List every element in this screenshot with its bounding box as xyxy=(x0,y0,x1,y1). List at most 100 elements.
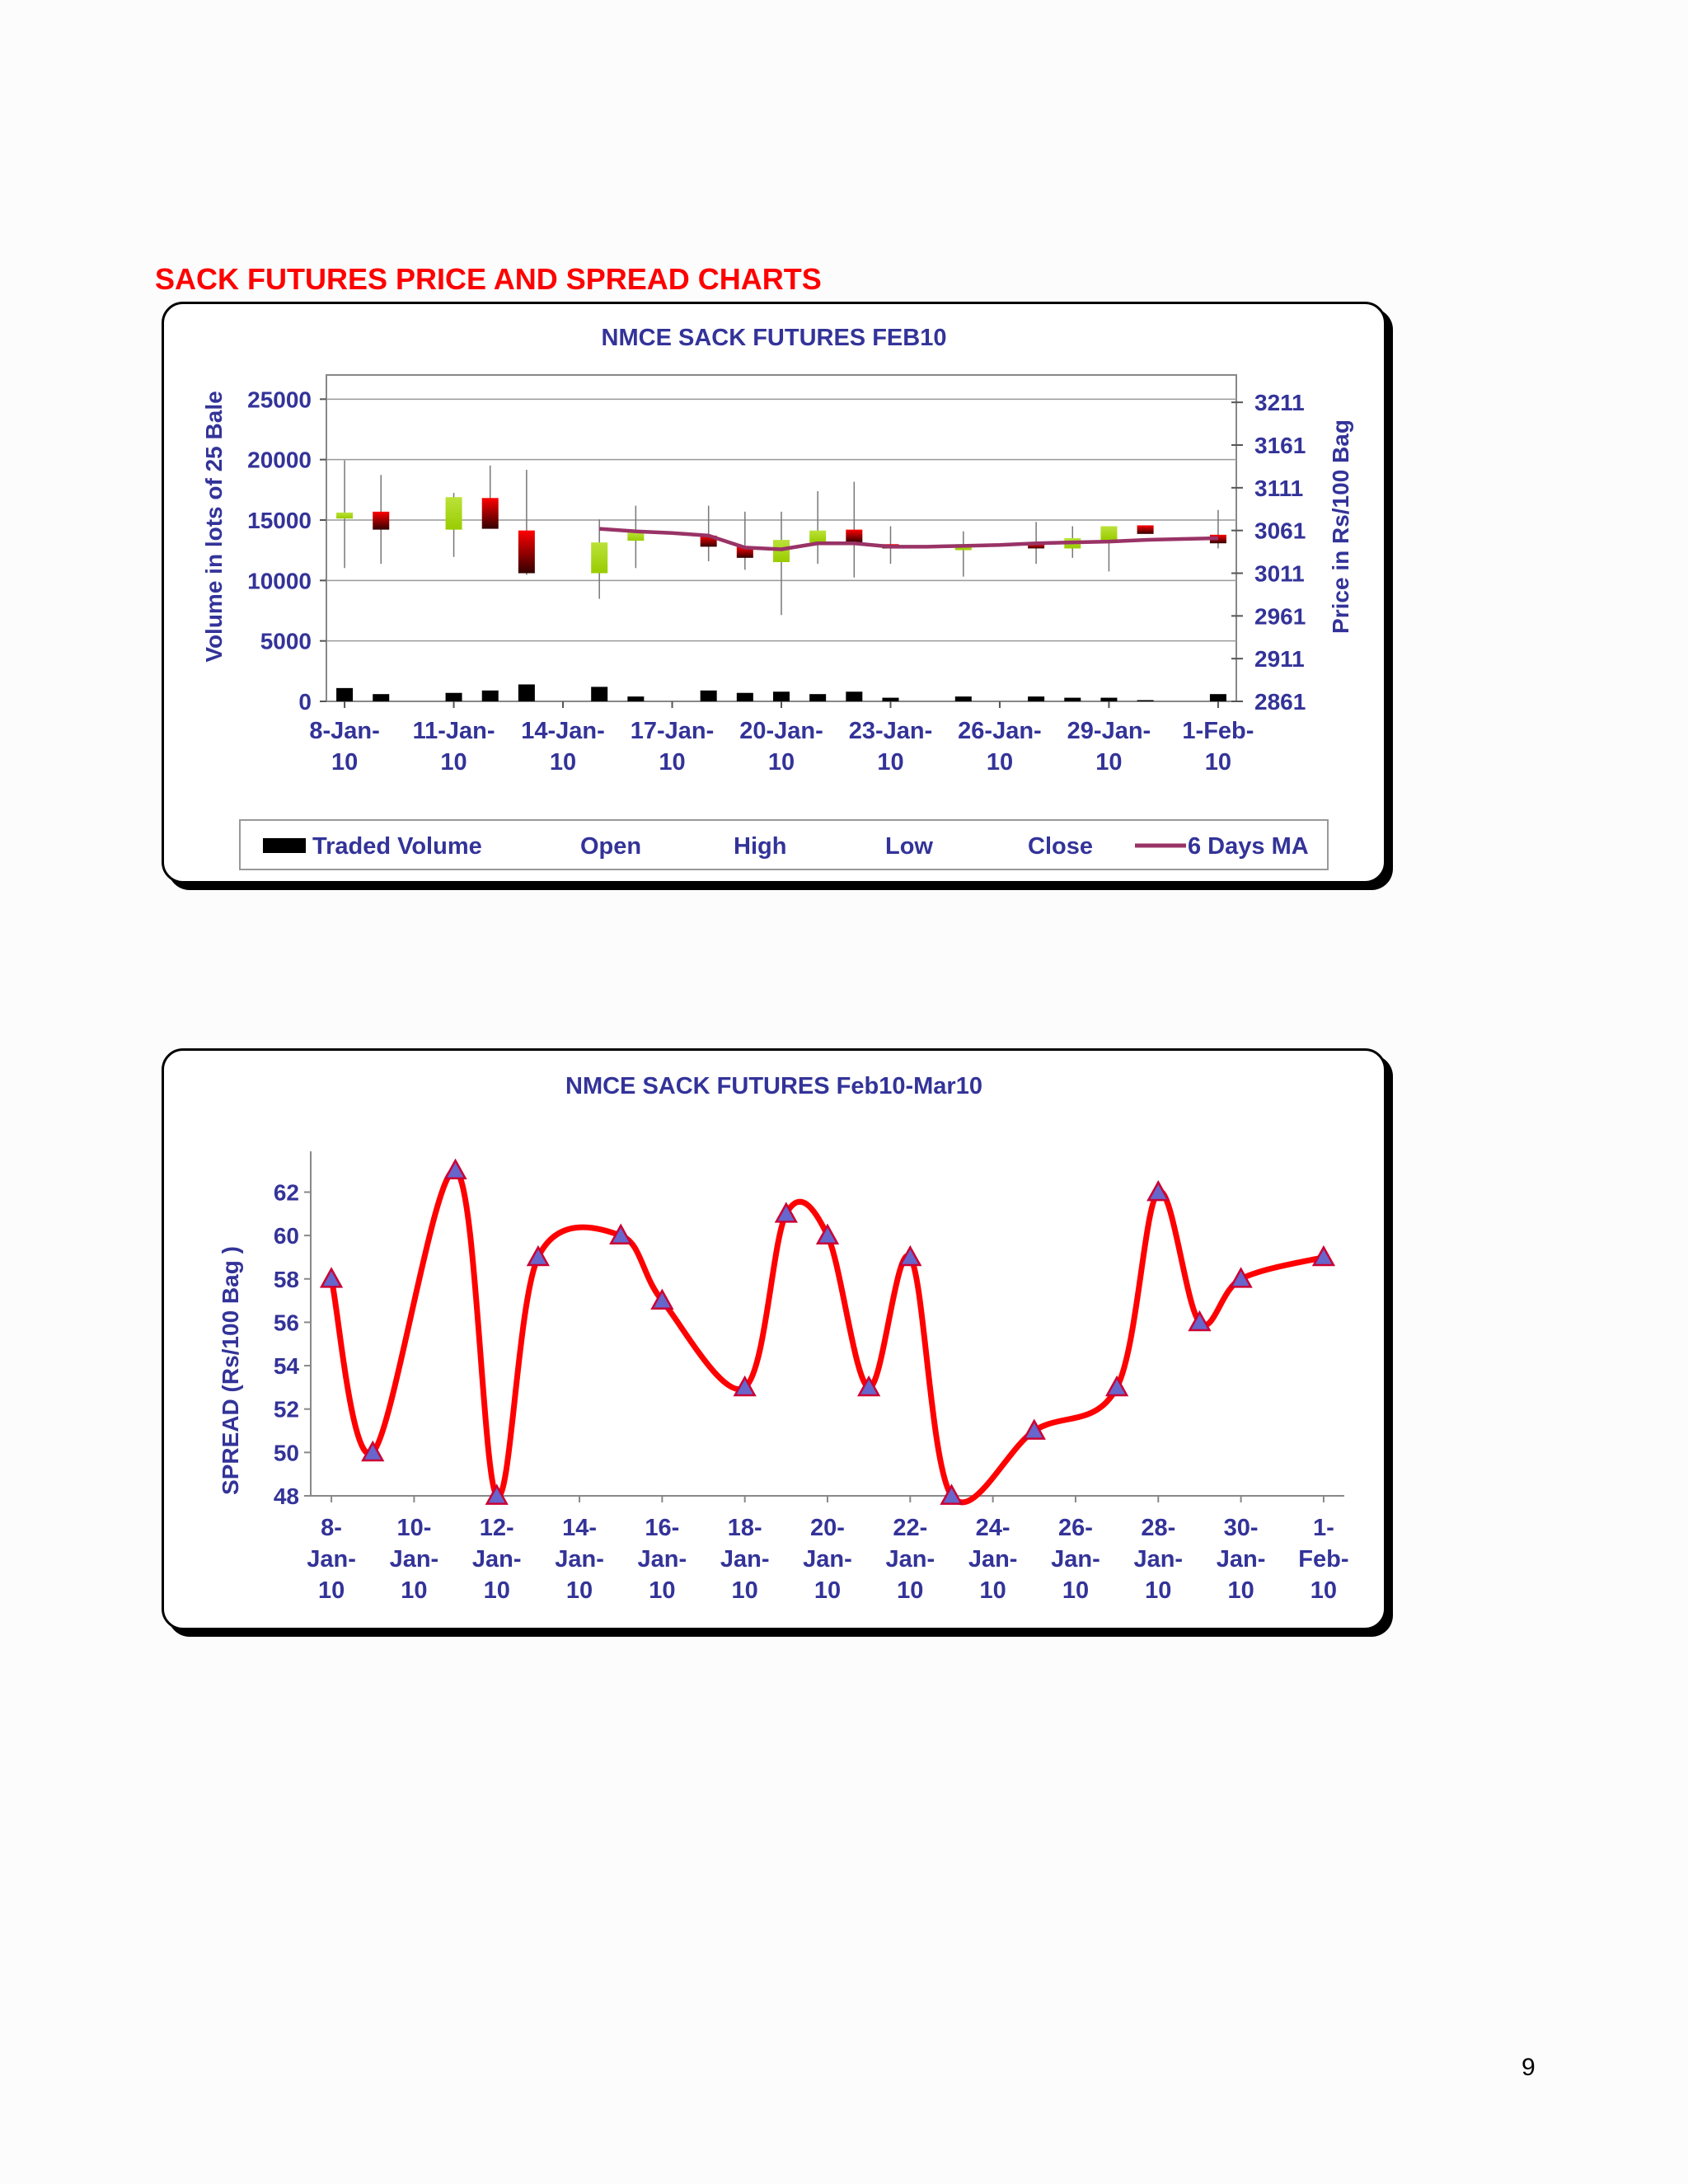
y-right-tick-label: 3111 xyxy=(1254,476,1303,501)
legend-swatch-volume xyxy=(263,838,306,853)
spread-line xyxy=(328,1167,1325,1506)
x-tick-label: 10 xyxy=(980,1577,1006,1604)
volume-bar xyxy=(1100,697,1118,701)
candle-body-up xyxy=(591,542,608,574)
x-tick-label: 29-Jan- xyxy=(1067,718,1151,744)
candle-body-down xyxy=(518,530,535,574)
y-left-tick-label: 25000 xyxy=(247,387,312,412)
ma-line xyxy=(599,527,1218,551)
moving-average-line xyxy=(599,527,1218,551)
spread-marker xyxy=(361,1440,385,1462)
x-tick-label: 22- xyxy=(893,1515,927,1541)
x-tick-label: 10 xyxy=(1095,749,1122,776)
volume-bar xyxy=(736,692,753,701)
x-tick-label: 16- xyxy=(645,1515,679,1541)
volume-bar xyxy=(882,697,899,701)
candle-body-up xyxy=(627,532,645,541)
candle-body-down xyxy=(1137,525,1154,534)
volume-bar xyxy=(809,694,827,701)
x-tick-label: 10 xyxy=(318,1577,345,1604)
y-right-tick-label: 2861 xyxy=(1254,689,1306,715)
x-tick-label: 10 xyxy=(1145,1577,1171,1604)
spread-marker xyxy=(774,1202,798,1223)
spread-series-line xyxy=(328,1167,1325,1506)
y-right-tick-label: 3211 xyxy=(1254,390,1305,415)
y-right-tick-label: 2911 xyxy=(1254,646,1305,672)
spread-marker xyxy=(650,1288,674,1310)
x-tick-label: Jan- xyxy=(307,1546,356,1572)
axes xyxy=(304,1151,1344,1502)
x-tick-label: Feb- xyxy=(1298,1546,1348,1572)
spread-marker xyxy=(857,1375,881,1397)
price-chart-panel: NMCE SACK FUTURES FEB10 Volume in lots o… xyxy=(162,302,1386,883)
y-right-tick-label: 3011 xyxy=(1254,561,1305,587)
spread-marker xyxy=(1188,1310,1212,1332)
legend-label-ma: 6 Days MA xyxy=(1188,833,1309,860)
spread-marker xyxy=(898,1244,922,1267)
y-right-tick-label: 3061 xyxy=(1254,518,1306,544)
volume-bar xyxy=(627,696,645,701)
spread-marker xyxy=(443,1158,467,1180)
legend-label-close: Close xyxy=(1028,833,1093,860)
x-tick-label: 10- xyxy=(396,1515,431,1541)
y-left-tick-label: 5000 xyxy=(260,629,312,654)
x-tick-label: 28- xyxy=(1141,1515,1175,1541)
candle-body-down xyxy=(373,511,390,530)
x-tick-label: 17-Jan- xyxy=(631,718,715,744)
y-axis-label: SPREAD (Rs/100 Bag ) xyxy=(218,1246,243,1495)
volume-bar xyxy=(700,690,717,701)
volume-bar xyxy=(481,690,499,701)
spread-marker xyxy=(940,1483,964,1505)
y-tick-label: 58 xyxy=(274,1267,299,1292)
section-title: SACK FUTURES PRICE AND SPREAD CHARTS xyxy=(155,262,822,296)
volume-bar xyxy=(591,687,608,701)
x-tick-label: 10 xyxy=(1227,1577,1254,1604)
legend-label-high: High xyxy=(734,833,786,860)
x-tick-label: 10 xyxy=(566,1577,593,1604)
tick-labels: 0 5000 10000 15000 20000 25000 2861 2911 2961 301… xyxy=(247,387,1306,776)
x-tick-label: 10 xyxy=(440,749,467,776)
x-tick-label: 1- xyxy=(1313,1515,1334,1541)
y-axis-label-left: Volume in lots of 25 Bale xyxy=(201,391,227,662)
y-right-tick-label: 3161 xyxy=(1254,433,1306,458)
x-tick-label: 10 xyxy=(550,749,576,776)
x-tick-label: 26-Jan- xyxy=(958,718,1042,744)
x-tick-label: 14- xyxy=(562,1515,597,1541)
y-tick-label: 48 xyxy=(274,1483,299,1509)
x-tick-label: 10 xyxy=(732,1577,758,1604)
x-tick-label: 8-Jan- xyxy=(309,718,379,744)
y-left-tick-label: 10000 xyxy=(247,568,312,593)
x-tick-label: 11-Jan- xyxy=(413,718,495,744)
chart-title: NMCE SACK FUTURES Feb10-Mar10 xyxy=(565,1073,982,1099)
candle-body-up xyxy=(1100,526,1118,541)
x-tick-label: 20- xyxy=(810,1515,845,1541)
candle-body-up xyxy=(809,530,827,543)
spread-marker xyxy=(1229,1267,1253,1288)
volume-bar xyxy=(846,691,863,701)
spread-marker xyxy=(609,1223,633,1244)
legend-label-low: Low xyxy=(885,833,933,860)
x-tick-label: 8- xyxy=(321,1515,342,1541)
x-tick-label: 10 xyxy=(897,1577,923,1604)
x-tick-label: Jan- xyxy=(885,1546,935,1572)
x-tick-label: 20-Jan- xyxy=(739,718,823,744)
y-tick-label: 56 xyxy=(274,1310,299,1335)
spread-marker xyxy=(526,1244,551,1267)
x-tick-label: Jan- xyxy=(968,1546,1018,1572)
volume-bar xyxy=(518,684,535,701)
candle-body-down xyxy=(846,529,863,543)
x-tick-label: 1-Feb- xyxy=(1182,718,1254,744)
x-tick-label: Jan- xyxy=(803,1546,852,1572)
y-right-tick-label: 2961 xyxy=(1254,603,1306,629)
x-tick-label: 10 xyxy=(1205,749,1231,776)
x-tick-label: Jan- xyxy=(390,1546,439,1572)
y-tick-label: 62 xyxy=(274,1179,299,1205)
x-tick-label: 10 xyxy=(814,1577,841,1604)
candlesticks xyxy=(336,460,1226,616)
x-tick-label: Jan- xyxy=(1217,1546,1266,1572)
volume-bar xyxy=(336,687,354,701)
y-left-tick-label: 0 xyxy=(298,689,312,715)
candle-body-down xyxy=(1028,544,1045,549)
candle-body-up xyxy=(336,512,354,519)
x-tick-label: 10 xyxy=(987,749,1013,776)
